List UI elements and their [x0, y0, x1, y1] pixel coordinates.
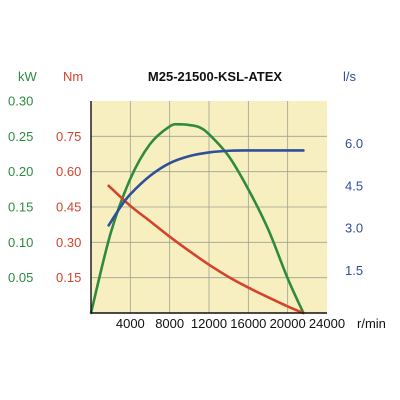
power-series-line — [89, 122, 305, 315]
power-tick-label: 0.20 — [8, 164, 33, 179]
torque-tick-label: 0.30 — [56, 235, 81, 250]
power-axis-unit: kW — [18, 69, 38, 84]
power-tick-label: 0.10 — [8, 235, 33, 250]
torque-tick-label: 0.15 — [56, 270, 81, 285]
chart-title: M25-21500-KSL-ATEX — [148, 69, 282, 84]
flow-series-line — [107, 149, 305, 227]
power-tick-label: 0.30 — [8, 94, 33, 109]
torque-axis-unit: Nm — [63, 69, 83, 84]
torque-tick-label: 0.60 — [56, 164, 81, 179]
flow-tick-label: 4.5 — [345, 178, 363, 193]
x-tick-label: 8000 — [155, 316, 184, 331]
power-tick-label: 0.05 — [8, 270, 33, 285]
power-tick-label: 0.25 — [8, 129, 33, 144]
flow-tick-label: 1.5 — [345, 263, 363, 278]
torque-tick-label: 0.75 — [56, 129, 81, 144]
flow-tick-label: 6.0 — [345, 136, 363, 151]
series-lines — [89, 122, 305, 315]
tick-labels: 0.05 0.10 0.15 0.20 0.25 0.30 0.15 0.30 0.45 0.60… — [8, 94, 363, 332]
x-tick-label: 4000 — [116, 316, 145, 331]
x-tick-label: 24000 — [309, 316, 345, 331]
flow-tick-label: 3.0 — [345, 221, 363, 236]
flow-axis-unit: l/s — [343, 69, 357, 84]
torque-tick-label: 0.45 — [56, 200, 81, 215]
x-tick-label: 16000 — [230, 316, 266, 331]
x-tick-label: 12000 — [191, 316, 227, 331]
plot-axes — [90, 101, 327, 314]
x-axis-unit: r/min — [357, 316, 386, 331]
x-tick-label: 20000 — [270, 316, 306, 331]
power-tick-label: 0.15 — [8, 200, 33, 215]
torque-series-line — [107, 184, 305, 315]
